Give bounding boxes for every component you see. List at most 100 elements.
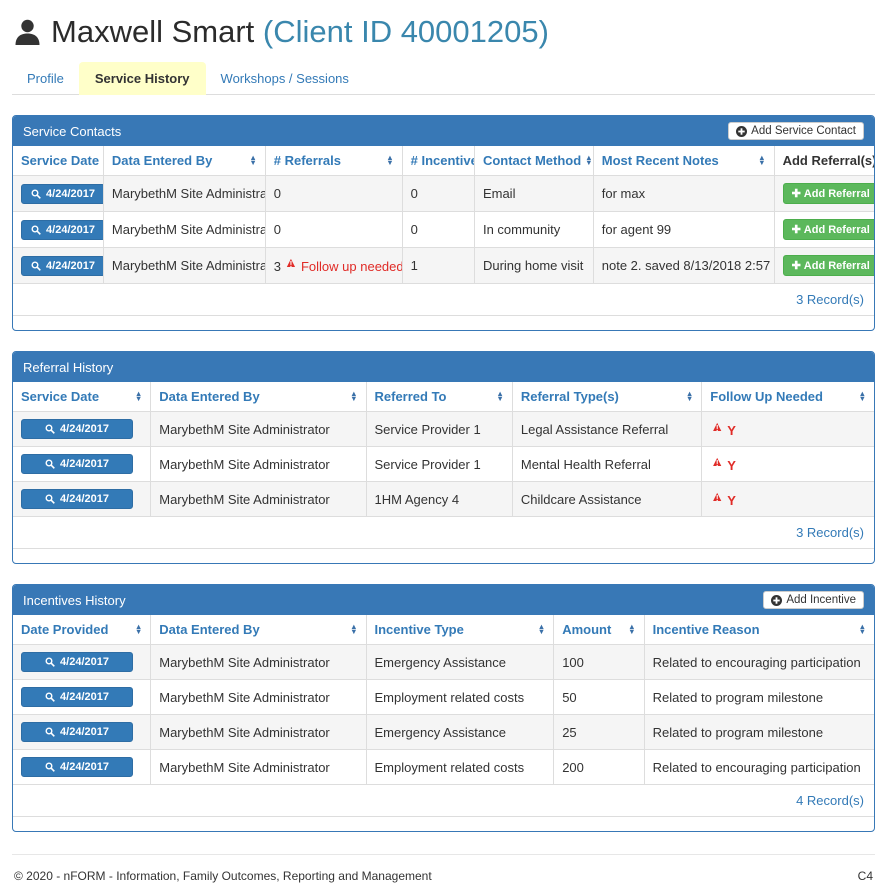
view-incentive-button[interactable]: 4/24/2017	[21, 757, 133, 777]
sort-icon: ▲▼	[350, 625, 357, 634]
entered-by-cell: MarybethM Site Administrator	[151, 482, 366, 517]
add-referral-button[interactable]: ✚Add Referral	[783, 255, 874, 276]
table-row: 4/24/2017 MarybethM Site Administrator 0…	[13, 212, 874, 248]
client-name: Maxwell Smart	[51, 14, 254, 49]
follow-up-cell: ▲!Y	[702, 447, 874, 482]
view-incentive-button[interactable]: 4/24/2017	[21, 652, 133, 672]
incentives-cell: 0	[402, 212, 474, 248]
client-id: (Client ID 40001205)	[263, 14, 549, 49]
panel-title: Referral History	[23, 360, 113, 375]
copyright-text: © 2020 - nFORM - Information, Family Out…	[14, 869, 432, 883]
entered-by-cell: MarybethM Site Administrator	[151, 645, 366, 680]
follow-up-needed-flag: Follow up needed	[301, 259, 402, 274]
sort-icon: ▲▼	[350, 392, 357, 401]
warning-triangle-icon: ▲!	[710, 491, 724, 505]
search-icon	[45, 424, 55, 434]
sort-icon: ▲▼	[386, 156, 393, 165]
amount-cell: 50	[554, 680, 644, 715]
incentive-type-cell: Employment related costs	[366, 680, 554, 715]
incentive-reason-cell: Related to program milestone	[644, 680, 874, 715]
sort-icon: ▲▼	[585, 156, 592, 165]
col-most-recent-notes[interactable]: Most Recent Notes▲▼	[593, 146, 774, 176]
contact-method-cell: Email	[474, 176, 593, 212]
plus-circle-icon	[771, 595, 782, 606]
col-service-date[interactable]: Service Date▲▼	[13, 146, 103, 176]
notes-cell: note 2. saved 8/13/2018 2:57 pm.	[593, 248, 774, 284]
tab-workshops-sessions[interactable]: Workshops / Sessions	[206, 63, 364, 94]
record-count: 3 Record(s)	[13, 517, 874, 549]
col-incentive-type[interactable]: Incentive Type▲▼	[366, 615, 554, 645]
table-row: 4/24/2017 MarybethM Site Administrator 0…	[13, 176, 874, 212]
plus-circle-icon	[736, 126, 747, 137]
page-header: Maxwell Smart (Client ID 40001205)	[0, 0, 887, 56]
incentive-reason-cell: Related to encouraging participation	[644, 750, 874, 785]
col-data-entered-by[interactable]: Data Entered By▲▼	[151, 382, 366, 412]
col-follow-up-needed[interactable]: Follow Up Needed▲▼	[702, 382, 874, 412]
follow-up-cell: ▲!Y	[702, 482, 874, 517]
search-icon	[45, 494, 55, 504]
incentive-reason-cell: Related to program milestone	[644, 715, 874, 750]
col-add-referrals: Add Referral(s)	[774, 146, 874, 176]
incentives-history-panel: Incentives History Add Incentive Date Pr…	[12, 584, 875, 832]
col-num-referrals[interactable]: # Referrals▲▼	[265, 146, 402, 176]
entered-by-cell: MarybethM Site Administrator	[151, 412, 366, 447]
sort-icon: ▲▼	[135, 392, 142, 401]
person-icon	[14, 18, 41, 46]
view-service-contact-button[interactable]: 4/24/2017	[21, 184, 103, 204]
view-service-contact-button[interactable]: 4/24/2017	[21, 220, 103, 240]
sort-icon: ▲▼	[859, 392, 866, 401]
view-incentive-button[interactable]: 4/24/2017	[21, 687, 133, 707]
sort-icon: ▲▼	[859, 625, 866, 634]
view-referral-button[interactable]: 4/24/2017	[21, 454, 133, 474]
panel-title: Service Contacts	[23, 124, 121, 139]
incentives-cell: 0	[402, 176, 474, 212]
table-row: 4/24/2017 MarybethM Site Administrator S…	[13, 447, 874, 482]
table-row: 4/24/2017 MarybethM Site Administrator E…	[13, 715, 874, 750]
warning-triangle-icon: ▲!	[284, 257, 298, 271]
incentive-type-cell: Emergency Assistance	[366, 715, 554, 750]
contact-method-cell: In community	[474, 212, 593, 248]
follow-up-cell: ▲!Y	[702, 412, 874, 447]
referral-type-cell: Legal Assistance Referral	[512, 412, 701, 447]
col-contact-method[interactable]: Contact Method▲▼	[474, 146, 593, 176]
col-amount[interactable]: Amount▲▼	[554, 615, 644, 645]
add-service-contact-button[interactable]: Add Service Contact	[728, 122, 864, 140]
incentives-history-table: Date Provided▲▼ Data Entered By▲▼ Incent…	[13, 615, 874, 785]
referred-to-cell: Service Provider 1	[366, 412, 512, 447]
search-icon	[45, 727, 55, 737]
col-referred-to[interactable]: Referred To▲▼	[366, 382, 512, 412]
col-incentive-reason[interactable]: Incentive Reason▲▼	[644, 615, 874, 645]
tab-profile[interactable]: Profile	[12, 63, 79, 94]
col-service-date[interactable]: Service Date▲▼	[13, 382, 151, 412]
notes-cell: for max	[593, 176, 774, 212]
col-data-entered-by[interactable]: Data Entered By▲▼	[151, 615, 366, 645]
tab-service-history[interactable]: Service History	[79, 62, 206, 95]
view-incentive-button[interactable]: 4/24/2017	[21, 722, 133, 742]
referrals-cell: 0	[265, 212, 402, 248]
sort-icon: ▲▼	[135, 625, 142, 634]
amount-cell: 100	[554, 645, 644, 680]
entered-by-cell: MarybethM Site Administrator	[103, 248, 265, 284]
plus-icon: ✚	[792, 187, 801, 200]
sort-icon: ▲▼	[758, 156, 765, 165]
col-data-entered-by[interactable]: Data Entered By▲▼	[103, 146, 265, 176]
amount-cell: 25	[554, 715, 644, 750]
col-date-provided[interactable]: Date Provided▲▼	[13, 615, 151, 645]
entered-by-cell: MarybethM Site Administrator	[151, 750, 366, 785]
col-num-incentives[interactable]: # Incentives▲▼	[402, 146, 474, 176]
add-incentive-button[interactable]: Add Incentive	[763, 591, 864, 609]
search-icon	[45, 459, 55, 469]
add-referral-button[interactable]: ✚Add Referral	[783, 183, 874, 204]
page-code: C4	[858, 869, 873, 883]
panel-title: Incentives History	[23, 593, 126, 608]
add-referral-button[interactable]: ✚Add Referral	[783, 219, 874, 240]
view-referral-button[interactable]: 4/24/2017	[21, 419, 133, 439]
view-referral-button[interactable]: 4/24/2017	[21, 489, 133, 509]
contact-method-cell: During home visit	[474, 248, 593, 284]
record-count: 3 Record(s)	[13, 284, 874, 316]
col-referral-types[interactable]: Referral Type(s)▲▼	[512, 382, 701, 412]
view-service-contact-button[interactable]: 4/24/2017	[21, 256, 103, 276]
entered-by-cell: MarybethM Site Administrator	[151, 680, 366, 715]
table-row: 4/24/2017 MarybethM Site Administrator E…	[13, 645, 874, 680]
referral-history-table: Service Date▲▼ Data Entered By▲▼ Referre…	[13, 382, 874, 517]
